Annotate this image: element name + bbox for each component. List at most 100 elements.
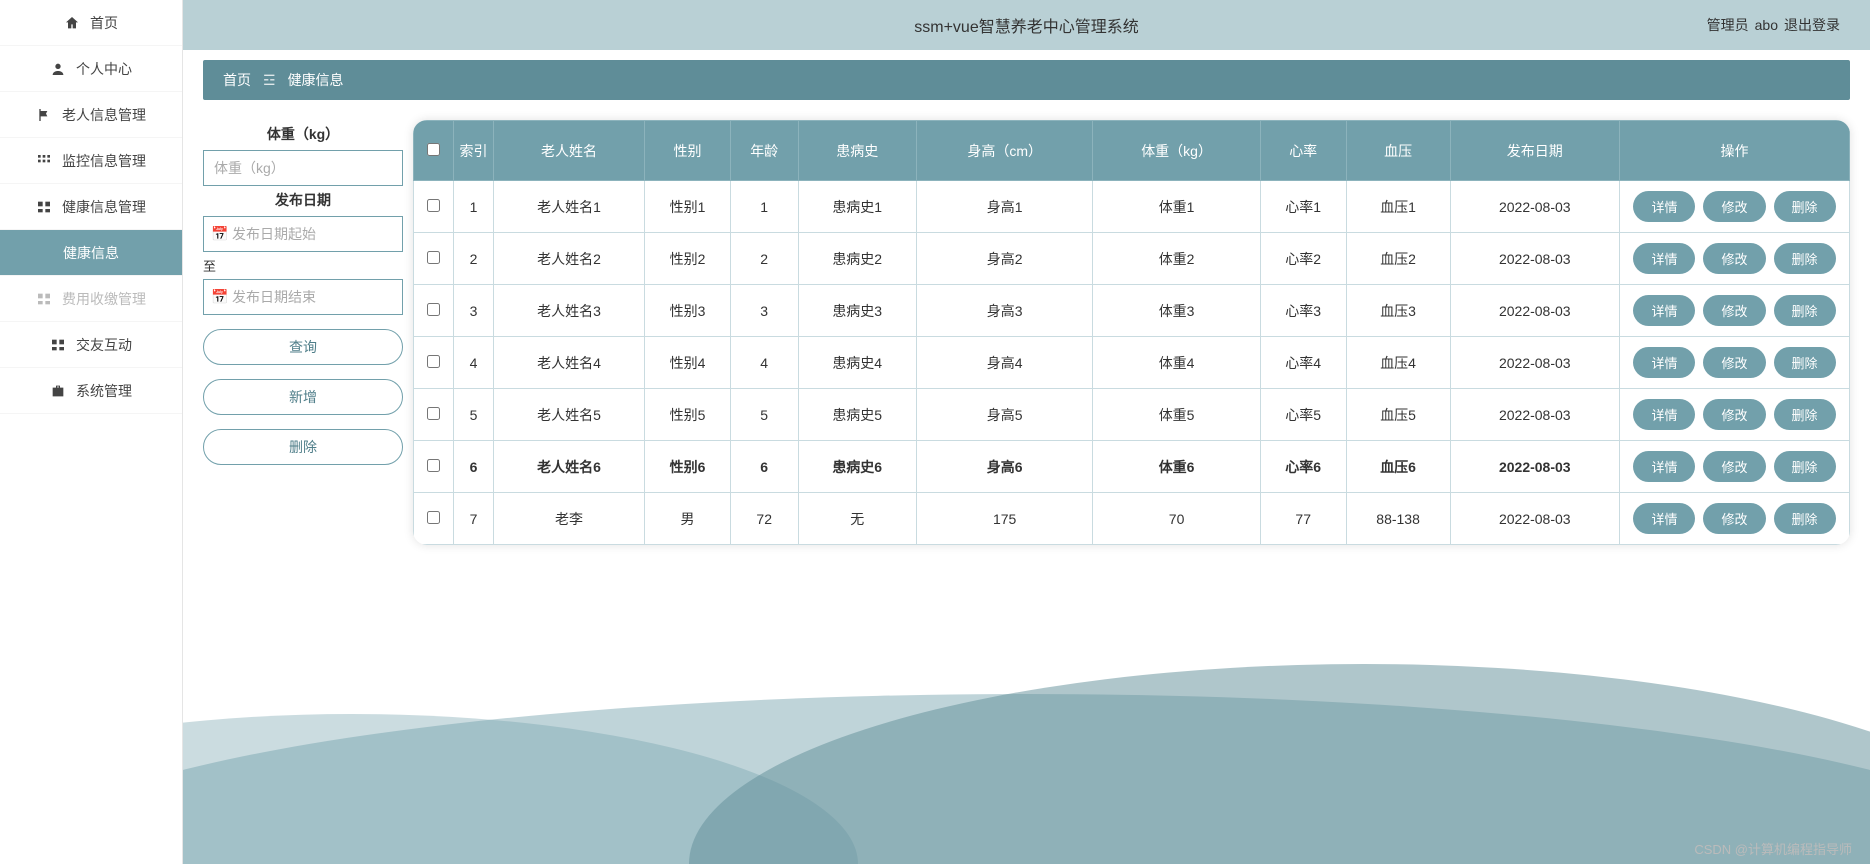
cell: 2022-08-03: [1450, 285, 1619, 337]
weight-input[interactable]: [203, 150, 403, 186]
cell: 性别2: [645, 233, 731, 285]
cell: 体重2: [1093, 233, 1260, 285]
cell: 心率3: [1260, 285, 1346, 337]
grid2-icon: [50, 337, 66, 353]
row-checkbox[interactable]: [427, 251, 440, 264]
detail-button[interactable]: 详情: [1633, 347, 1695, 378]
cell: 身高2: [916, 233, 1092, 285]
row-checkbox[interactable]: [427, 199, 440, 212]
row-checkbox-cell: [414, 493, 454, 545]
cell: 老人姓名4: [494, 337, 645, 389]
breadcrumb-current: 健康信息: [288, 70, 344, 90]
filter-date-label: 发布日期: [203, 190, 403, 210]
search-button[interactable]: 查询: [203, 329, 403, 365]
del-button[interactable]: 删除: [1774, 451, 1836, 482]
cell: 无: [798, 493, 916, 545]
grid-icon: [36, 153, 52, 169]
date-end-input[interactable]: [203, 279, 403, 315]
cell: 性别3: [645, 285, 731, 337]
del-button[interactable]: 删除: [1774, 243, 1836, 274]
delete-button[interactable]: 删除: [203, 429, 403, 465]
cell: 体重6: [1093, 441, 1260, 493]
col-header-0: [414, 121, 454, 181]
row-checkbox-cell: [414, 337, 454, 389]
del-button[interactable]: 删除: [1774, 295, 1836, 326]
ops-cell: 详情修改删除: [1620, 389, 1850, 441]
sidebar-item-8[interactable]: 系统管理: [0, 368, 182, 414]
detail-button[interactable]: 详情: [1633, 503, 1695, 534]
sidebar-item-4[interactable]: 健康信息管理: [0, 184, 182, 230]
cell: 1: [454, 181, 494, 233]
cell: 男: [645, 493, 731, 545]
edit-button[interactable]: 修改: [1703, 295, 1765, 326]
del-button[interactable]: 删除: [1774, 503, 1836, 534]
breadcrumb: 首页 ☲ 健康信息: [203, 60, 1850, 100]
col-header-2: 老人姓名: [494, 121, 645, 181]
detail-button[interactable]: 详情: [1633, 399, 1695, 430]
del-button[interactable]: 删除: [1774, 191, 1836, 222]
table-row: 4老人姓名4性别44患病史4身高4体重4心率4血压42022-08-03详情修改…: [414, 337, 1850, 389]
cell: 性别1: [645, 181, 731, 233]
ops-cell: 详情修改删除: [1620, 493, 1850, 545]
cell: 2022-08-03: [1450, 181, 1619, 233]
cell: 血压6: [1346, 441, 1450, 493]
sidebar-item-0[interactable]: 首页: [0, 0, 182, 46]
flag-icon: [36, 107, 52, 123]
edit-button[interactable]: 修改: [1703, 451, 1765, 482]
cell: 性别6: [645, 441, 731, 493]
edit-button[interactable]: 修改: [1703, 503, 1765, 534]
col-header-11: 操作: [1620, 121, 1850, 181]
sidebar-item-5[interactable]: 健康信息: [0, 230, 182, 276]
cell: 患病史1: [798, 181, 916, 233]
cell: 心率1: [1260, 181, 1346, 233]
row-checkbox[interactable]: [427, 303, 440, 316]
row-checkbox[interactable]: [427, 355, 440, 368]
cell: 2: [454, 233, 494, 285]
cell: 2022-08-03: [1450, 441, 1619, 493]
sidebar-item-7[interactable]: 交友互动: [0, 322, 182, 368]
edit-button[interactable]: 修改: [1703, 399, 1765, 430]
cell: 老李: [494, 493, 645, 545]
sidebar-item-3[interactable]: 监控信息管理: [0, 138, 182, 184]
detail-button[interactable]: 详情: [1633, 243, 1695, 274]
cell: 心率6: [1260, 441, 1346, 493]
grid2-icon: [36, 291, 52, 307]
cell: 血压2: [1346, 233, 1450, 285]
date-start-input[interactable]: [203, 216, 403, 252]
watermark: CSDN @计算机编程指导师: [1694, 839, 1852, 858]
filter-weight-label: 体重（kg）: [203, 124, 403, 144]
cell: 体重4: [1093, 337, 1260, 389]
del-button[interactable]: 删除: [1774, 347, 1836, 378]
select-all-checkbox[interactable]: [427, 143, 440, 156]
edit-button[interactable]: 修改: [1703, 191, 1765, 222]
sidebar: 首页个人中心老人信息管理监控信息管理健康信息管理健康信息费用收缴管理交友互动系统…: [0, 0, 183, 864]
breadcrumb-sep-icon: ☲: [263, 72, 276, 89]
table-row: 2老人姓名2性别22患病史2身高2体重2心率2血压22022-08-03详情修改…: [414, 233, 1850, 285]
filter-panel: 体重（kg） 发布日期 📅 至 📅 查询 新增 删除: [203, 120, 403, 545]
add-button[interactable]: 新增: [203, 379, 403, 415]
sidebar-item-1[interactable]: 个人中心: [0, 46, 182, 92]
col-header-3: 性别: [645, 121, 731, 181]
cell: 老人姓名5: [494, 389, 645, 441]
user-icon: [50, 61, 66, 77]
detail-button[interactable]: 详情: [1633, 191, 1695, 222]
table-row: 6老人姓名6性别66患病史6身高6体重6心率6血压62022-08-03详情修改…: [414, 441, 1850, 493]
row-checkbox[interactable]: [427, 407, 440, 420]
sidebar-item-2[interactable]: 老人信息管理: [0, 92, 182, 138]
cell: 老人姓名2: [494, 233, 645, 285]
detail-button[interactable]: 详情: [1633, 451, 1695, 482]
user-name: abo: [1755, 17, 1778, 33]
logout-link[interactable]: 退出登录: [1784, 15, 1840, 35]
col-header-4: 年龄: [730, 121, 798, 181]
edit-button[interactable]: 修改: [1703, 347, 1765, 378]
breadcrumb-home[interactable]: 首页: [223, 70, 251, 90]
del-button[interactable]: 删除: [1774, 399, 1836, 430]
edit-button[interactable]: 修改: [1703, 243, 1765, 274]
cell: 5: [730, 389, 798, 441]
row-checkbox[interactable]: [427, 511, 440, 524]
sidebar-item-label: 健康信息管理: [62, 197, 146, 217]
cell: 老人姓名1: [494, 181, 645, 233]
cell: 6: [454, 441, 494, 493]
detail-button[interactable]: 详情: [1633, 295, 1695, 326]
row-checkbox[interactable]: [427, 459, 440, 472]
